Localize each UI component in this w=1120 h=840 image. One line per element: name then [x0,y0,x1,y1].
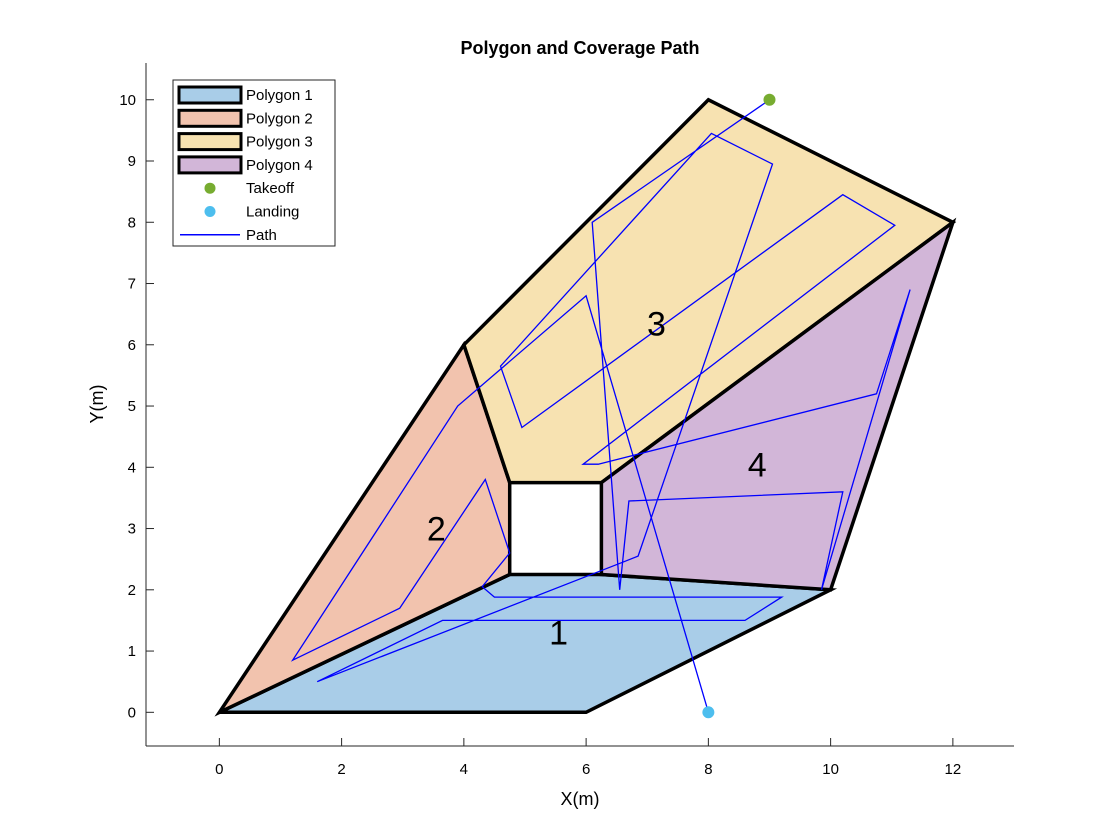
y-tick-label: 3 [128,521,136,538]
path-layer [290,99,911,713]
chart-title: Polygon and Coverage Path [460,38,699,58]
y-tick-label: 5 [128,398,136,415]
y-tick-label: 4 [128,459,136,476]
legend-label-polygon-2: Polygon 2 [246,110,313,127]
y-axis-label: Y(m) [87,385,107,424]
legend-label-landing: Landing [246,204,299,221]
legend-items: Polygon 1 Polygon 2 Polygon 3 Polygon 4 Take… [177,85,313,244]
y-tick-label: 2 [128,582,136,599]
y-tick-label: 7 [128,276,136,293]
takeoff-point [763,93,776,106]
x-tick-label: 6 [582,761,590,778]
legend-marker-takeoff [204,182,216,194]
axes [145,63,1014,747]
y-tick-label: 10 [119,92,136,109]
legend-label-takeoff: Takeoff [246,180,295,197]
y-tick-label: 8 [128,214,136,231]
y-tick-label: 6 [128,337,136,354]
polygon-1-number-label: 1 [549,615,568,653]
legend: Polygon 1 Polygon 2 Polygon 3 Polygon 4 Take… [172,79,336,247]
y-tick-label: 0 [128,704,136,721]
legend-swatch-polygon-2 [177,108,243,128]
x-tick-label: 12 [945,761,962,778]
x-tick-label: 0 [215,761,223,778]
legend-label-polygon-3: Polygon 3 [246,134,313,151]
x-tick-label: 10 [822,761,839,778]
landing-point [702,706,715,719]
y-tick-label: 9 [128,153,136,170]
legend-label-path: Path [246,227,277,244]
legend-label-polygon-1: Polygon 1 [246,87,313,104]
x-tick-label: 4 [460,761,468,778]
polygon-3-number-label: 3 [647,305,666,343]
legend-marker-landing [204,206,216,217]
markers-layer [702,93,776,719]
x-tick-label: 8 [704,761,712,778]
y-tick-label: 1 [128,643,136,660]
legend-swatch-polygon-4 [177,155,243,175]
x-ticks: 0 2 4 6 8 10 12 [215,738,961,778]
legend-label-polygon-4: Polygon 4 [246,157,313,174]
legend-swatch-polygon-3 [177,132,243,152]
polygon-labels-layer: 1 2 3 4 [427,305,767,652]
polygon-2-number-label: 2 [427,511,446,549]
x-axis-label: X(m) [561,789,600,809]
legend-swatch-polygon-1 [177,85,243,105]
coverage-path-line [290,99,911,713]
y-ticks: 0 1 2 3 4 5 6 7 8 9 10 [119,92,154,721]
x-tick-label: 2 [337,761,345,778]
polygon-4-number-label: 4 [748,446,767,484]
